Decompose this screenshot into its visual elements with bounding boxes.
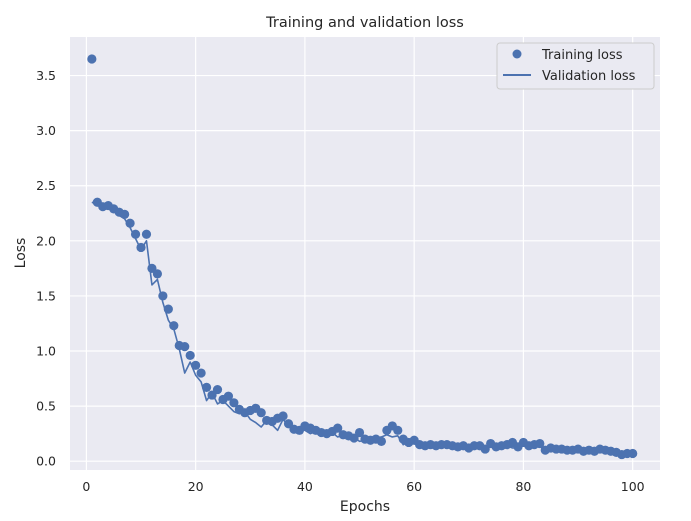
training-loss-point <box>158 291 168 301</box>
training-loss-point <box>201 382 212 392</box>
plot-background <box>70 37 660 470</box>
chart-title: Training and validation loss <box>265 15 464 31</box>
training-loss-point <box>169 321 179 331</box>
training-loss-point <box>223 391 234 401</box>
training-loss-point <box>152 269 163 279</box>
training-loss-point <box>229 398 239 408</box>
legend-training-label: Training loss <box>541 48 623 63</box>
x-tick-label: 100 <box>621 479 645 494</box>
training-loss-point <box>393 425 403 435</box>
training-loss-point <box>163 304 173 314</box>
training-loss-point <box>196 368 206 378</box>
legend-box <box>496 42 655 90</box>
legend-validation-label: Validation loss <box>542 69 636 84</box>
y-axis-title: Loss <box>13 238 29 269</box>
y-tick-label: 1.0 <box>36 344 56 359</box>
training-loss-point <box>278 411 288 421</box>
y-tick-label: 0.5 <box>36 399 56 414</box>
training-loss-point <box>535 438 545 449</box>
x-tick-label: 40 <box>297 479 313 494</box>
y-tick-label: 2.0 <box>36 233 56 248</box>
training-loss-series <box>87 54 638 460</box>
y-tick-labels: 0.0 0.5 1.0 1.5 2.0 2.5 3.0 3.5 <box>36 68 56 469</box>
x-tick-labels: 0 20 40 60 80 100 <box>82 479 644 494</box>
training-loss-point <box>180 342 190 352</box>
training-loss-point <box>256 408 266 418</box>
x-tick-label: 20 <box>188 479 204 494</box>
x-tick-label: 0 <box>82 479 90 494</box>
y-tick-label: 1.5 <box>36 288 56 303</box>
training-loss-point <box>185 350 195 361</box>
training-loss-point <box>120 209 130 219</box>
x-tick-label: 80 <box>515 479 531 494</box>
training-loss-point <box>141 229 152 239</box>
training-loss-point <box>376 436 386 446</box>
y-tick-label: 3.0 <box>36 123 56 138</box>
training-loss-point <box>191 360 201 370</box>
legend-training-marker <box>512 49 522 59</box>
legend: Training loss Validation loss <box>496 42 655 90</box>
y-tick-label: 0.0 <box>36 454 56 469</box>
x-tick-label: 60 <box>406 479 422 494</box>
x-axis-title: Epochs <box>340 499 390 515</box>
training-loss-point <box>130 229 141 239</box>
training-loss-point <box>136 242 146 253</box>
training-loss-point <box>333 423 343 433</box>
y-tick-label: 2.5 <box>36 178 56 193</box>
training-loss-point <box>87 54 97 64</box>
training-loss-point <box>212 384 223 395</box>
training-loss-point <box>125 218 135 228</box>
training-loss-point <box>354 427 365 438</box>
training-loss-point <box>628 448 638 459</box>
y-tick-label: 3.5 <box>36 68 56 83</box>
